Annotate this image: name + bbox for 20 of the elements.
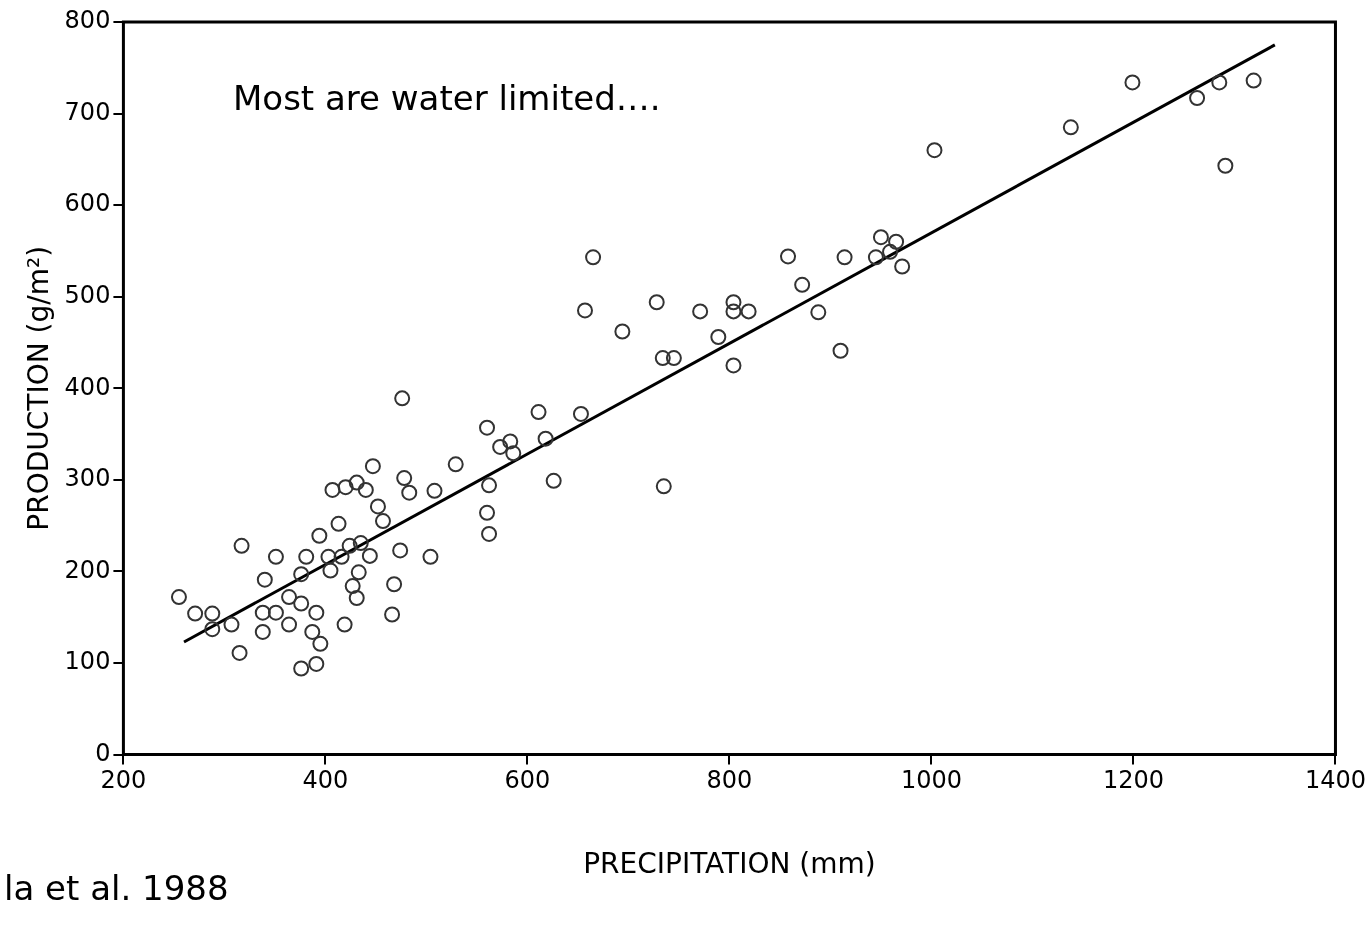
x-tick-label: 600 — [504, 766, 551, 795]
y-tick-label: 500 — [64, 280, 111, 309]
y-tick-label: 100 — [64, 647, 111, 676]
y-tick-label: 200 — [64, 555, 111, 584]
y-tick-label: 800 — [64, 6, 111, 35]
x-tick-label: 1400 — [1304, 766, 1366, 795]
text: la et al. 1988 — [4, 868, 229, 908]
x-tick-label: 200 — [100, 766, 147, 795]
y-tick-label: 600 — [64, 189, 111, 218]
x-tick-label: 400 — [302, 766, 349, 795]
y-tick-label: 400 — [64, 372, 111, 401]
x-axis-title: PRECIPITATION (mm) — [583, 847, 876, 881]
x-tick-label: 1200 — [1102, 766, 1164, 795]
x-tick-label: 1000 — [900, 766, 962, 795]
annotation: Most are water limited…. — [233, 78, 661, 118]
y-tick-label: 700 — [64, 97, 111, 126]
y-axis-title: PRODUCTION (g/m²) — [22, 245, 56, 531]
y-tick-label: 300 — [64, 464, 111, 493]
y-tick-label: 0 — [95, 738, 111, 767]
x-tick-label: 800 — [706, 766, 753, 795]
